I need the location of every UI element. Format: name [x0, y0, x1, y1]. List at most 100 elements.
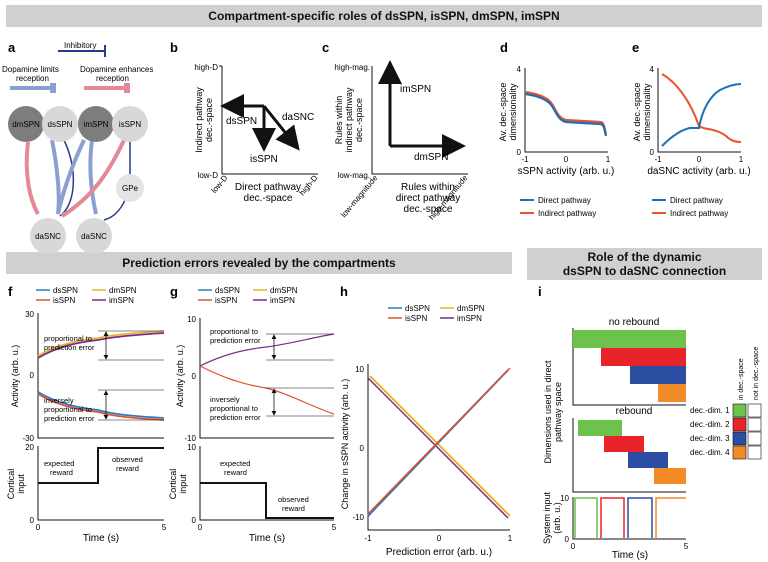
node-label-dsSPN: dsSPN — [48, 120, 73, 129]
h-line-im — [367, 377, 509, 519]
i-bot-bar-dim1 — [578, 420, 622, 436]
h-xtick-0: 0 — [437, 534, 442, 543]
i-sys-pulse-blue — [627, 497, 653, 538]
node-dmSPN — [8, 106, 44, 142]
i-sys-pulse-green — [574, 497, 598, 538]
g-expected-2: reward — [224, 468, 247, 477]
f-ylabel: Activity (arb. u.) — [10, 345, 20, 408]
i-sys-axes — [572, 497, 686, 540]
f-legend-dm: dmSPN — [109, 286, 137, 295]
i-dim4-label: dec.-dim. 4 — [690, 448, 730, 457]
g-annot-prop-2: prediction error — [210, 336, 261, 345]
f-ytick-0: 0 — [30, 371, 35, 380]
i-ylabel-1: Dimensions used in direct — [543, 360, 553, 464]
e-ylabel-2: dimensionality — [642, 83, 652, 141]
e-xtick-0: 0 — [697, 155, 702, 164]
panel-label-f: f — [8, 284, 13, 299]
c-ylabel-1: Rules within — [334, 96, 344, 145]
i-bot-axes — [572, 418, 686, 493]
h-legend-ds: dsSPN — [405, 304, 430, 313]
node-daSNC-1 — [30, 218, 66, 254]
dmSPN-daSNC-conn — [24, 141, 40, 215]
g-expected-1: expected — [220, 459, 250, 468]
g-legend-dm: dmSPN — [270, 286, 298, 295]
e-indirect-line — [661, 73, 742, 143]
i-top-bar-dim2 — [601, 348, 686, 366]
bottom-right-banner-line2: dsSPN to daSNC connection — [562, 264, 727, 278]
bottom-right-banner-line1: Role of the dynamic — [587, 250, 702, 264]
i-key-in-dim1 — [732, 403, 747, 418]
f-line-im — [37, 332, 165, 359]
f-annot-inv-1: inversely — [44, 396, 74, 405]
f-cort-ytick-0: 0 — [30, 516, 35, 525]
b-label-dsSPN: dsSPN — [226, 116, 257, 127]
node-GPe — [116, 174, 144, 202]
e-xtick-1: 1 — [739, 155, 744, 164]
i-col-in: in dec.-space — [738, 358, 745, 400]
e-ytick-4: 4 — [650, 65, 655, 74]
panel-h: dsSPN isSPN dmSPN imSPN 10 0 -10 -1 0 1 … — [340, 304, 513, 558]
g-annot-prop-1: proportional to — [210, 327, 258, 336]
g-observed-2: reward — [282, 504, 305, 513]
panel-label-a: a — [8, 40, 16, 55]
e-ytick-0: 0 — [650, 148, 655, 157]
c-xlabel-3: dec.-space — [404, 204, 453, 215]
b-arrow-daSNC — [262, 105, 300, 151]
b-ytick-high-label: high-D — [194, 63, 218, 72]
legend-da-enhances-1: Dopamine enhances — [80, 65, 153, 74]
panel-i: no rebound rebound Dimensions used in di… — [542, 317, 762, 561]
h-ytick-10: 10 — [355, 365, 364, 374]
e-direct-line — [661, 83, 742, 147]
f-observed-1: observed — [112, 455, 143, 464]
node-label-dmSPN: dmSPN — [12, 120, 40, 129]
g-cort-ylabel-2: input — [178, 474, 188, 494]
node-label-imSPN: imSPN — [84, 120, 109, 129]
b-xlabel-2: dec.-space — [244, 193, 293, 204]
f-legend-is: isSPN — [53, 296, 75, 305]
i-xtick-0: 0 — [571, 542, 576, 551]
g-legend-ds: dsSPN — [215, 286, 240, 295]
f-ytick--30: -30 — [22, 434, 34, 443]
i-key-not-dim2 — [747, 417, 762, 432]
i-sys-pulse-red — [600, 497, 625, 538]
d-ylabel-2: dimensionality — [508, 83, 518, 141]
panel-label-c: c — [322, 40, 329, 55]
i-key-not-dim3 — [747, 431, 762, 446]
g-annot-inv-3: prediction error — [210, 413, 261, 422]
dsSPN-daSNC-inhib — [59, 139, 74, 217]
c-label-dmSPN: dmSPN — [414, 152, 448, 163]
e-xlabel: daSNC activity (arb. u.) — [647, 166, 750, 177]
g-cortical-trace — [200, 482, 334, 519]
g-ytick-10: 10 — [187, 315, 196, 324]
panel-e: 4 0 -1 0 1 Av. dec.-space dimensionality… — [632, 65, 751, 218]
panel-label-b: b — [170, 40, 178, 55]
c-xlabel-1: Rules within — [401, 182, 455, 193]
imSPN-daSNC2-conn — [56, 139, 86, 215]
g-ytick--10: -10 — [184, 434, 196, 443]
f-expected-2: reward — [50, 468, 73, 477]
f-annot-prop-1: proportional to — [44, 334, 92, 343]
d-legend-indirect: Indirect pathway — [538, 209, 596, 218]
enhances-legend-head — [124, 83, 130, 93]
panel-d: 4 0 -1 0 1 Av. dec.-space dimensionality… — [498, 65, 614, 218]
node-label-daSNC-2: daSNC — [81, 232, 107, 241]
g-annot-inv-2: proportional to — [210, 404, 258, 413]
i-sys-ylabel-1: System input — [542, 491, 552, 544]
g-legend-is: isSPN — [215, 296, 237, 305]
h-ytick-0: 0 — [360, 444, 365, 453]
f-line-dm — [37, 330, 165, 357]
panel-label-i: i — [538, 284, 542, 299]
f-ytick-30: 30 — [25, 310, 34, 319]
b-ytick-low-label: low-D — [198, 171, 219, 180]
panel-label-e: e — [632, 40, 639, 55]
node-imSPN — [78, 106, 114, 142]
h-ylabel: Change in sSPN activity (arb. u.) — [340, 379, 350, 510]
f-cortical-axes — [37, 446, 164, 521]
h-line-is — [367, 367, 511, 515]
d-legend-direct: Direct pathway — [538, 196, 591, 205]
b-ylabel-2: dec.-space — [204, 98, 214, 142]
b-label-daSNC: daSNC — [282, 112, 314, 123]
i-dim1-label: dec.-dim. 1 — [690, 406, 730, 415]
g-ytick-0: 0 — [192, 372, 197, 381]
c-axes — [371, 66, 468, 175]
